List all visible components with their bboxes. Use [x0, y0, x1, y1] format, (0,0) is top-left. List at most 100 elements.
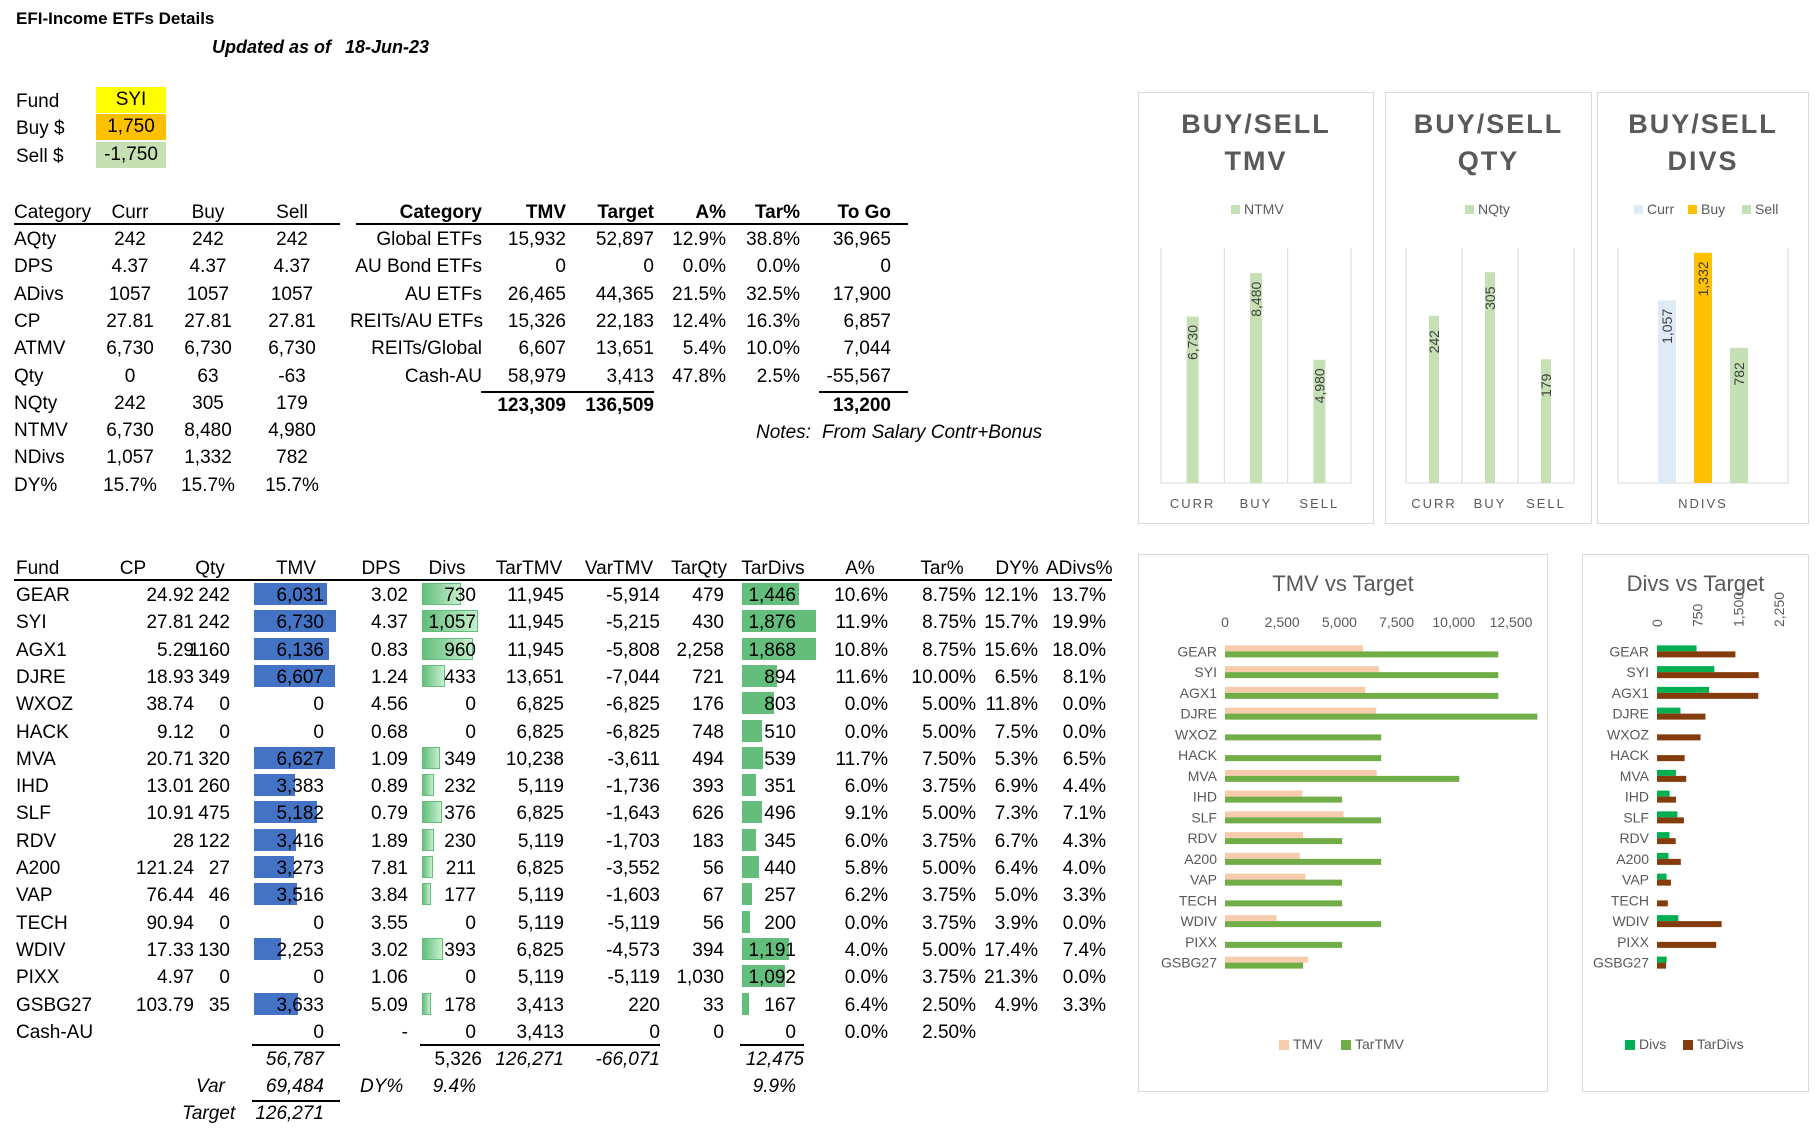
tmv-data-bar [254, 856, 294, 878]
fund-cell-cp: 9.12 [157, 721, 194, 743]
bar-tardivs [1657, 692, 1759, 699]
legend-label: Buy [1701, 201, 1725, 217]
tmv-data-bar [254, 992, 298, 1015]
target-label: Target [182, 1103, 236, 1124]
sheet-title: EFI-Income ETFs Details [16, 9, 215, 28]
legend-swatch [1742, 205, 1751, 214]
calc-cell: 1057 [108, 283, 152, 305]
tardivs-data-bar [742, 828, 756, 851]
category-header-2: Target [597, 202, 654, 223]
category-cell: 47.8% [672, 365, 726, 387]
bar-tardivs [1657, 755, 1685, 762]
fund-cell-adivs: 7.4% [1062, 939, 1106, 961]
chart-buysell-divs[interactable]: BUY/SELL DIVS Curr Buy Sell 1,057 1,332 782 NDIV… [1597, 92, 1809, 524]
tardivs-data-bar [742, 992, 749, 1015]
fund-cell-qty: 242 [198, 612, 230, 634]
fund-cell-a: 0.0% [844, 721, 888, 743]
tardivs-data-bar [742, 610, 816, 633]
fund-cell-tarqty: 393 [692, 776, 724, 798]
fund-header-3: TMV [275, 558, 317, 579]
fund-cell-vartmv: -1,603 [606, 885, 660, 907]
bar-tmv [1225, 769, 1377, 776]
chart-buysell-qty[interactable]: BUY/SELL QTY NQty 242 CURR 305 BUY 179 SELL [1385, 92, 1592, 524]
buy-input[interactable]: 1,750 [96, 114, 166, 140]
bar-sell-ndivs [1730, 347, 1748, 483]
tardivs-data-bar [742, 637, 816, 660]
fund-cell-adivs: 3.3% [1062, 885, 1106, 907]
fund-cell-dy: 6.5% [994, 666, 1038, 688]
chart-tmv-vs-target[interactable]: TMV vs Target 0 2,500 5,000 7,500 10,000 12,50… [1138, 554, 1548, 1092]
fund-header-6: TarTMV [495, 558, 563, 579]
bar-data-label: 179 [1538, 373, 1554, 397]
fund-header-1: CP [119, 558, 147, 579]
fund-cell-dps: 1.89 [371, 830, 408, 852]
legend-label: TMV [1293, 1036, 1323, 1052]
fund-cell-tmv: 2,253 [276, 939, 324, 961]
bar-divs [1657, 852, 1669, 859]
fund-cell-a: 11.6% [835, 666, 888, 688]
legend-swatch [1683, 1040, 1693, 1050]
fund-cell-tar: 5.00% [922, 939, 976, 961]
fund-cell-vartmv: -3,611 [607, 748, 660, 770]
chart-buysell-tmv[interactable]: BUY/SELL TMV NTMV 6,730 CURR 8,480 BUY 4,980 SEL… [1138, 92, 1374, 524]
bar-tartmv [1225, 651, 1499, 658]
category-cell: 12.4% [672, 310, 726, 332]
fund-cell-tar: 5.00% [922, 803, 976, 825]
fund-cell-tardivs: 894 [764, 666, 796, 688]
bar-tartmv [1225, 734, 1382, 741]
fund-cell-divs: 349 [444, 748, 476, 770]
fund-row-label: WXOZ [16, 694, 73, 716]
fund-cell-dy: 6.7% [994, 830, 1038, 852]
notes-label: Notes: [756, 422, 811, 443]
bar-tmv [1225, 645, 1363, 652]
fund-cell-divs: 960 [444, 639, 476, 661]
fund-cell-vartmv: -3,552 [606, 858, 660, 879]
fund-total-line-tardivs [740, 1044, 804, 1046]
bar-data-label: 305 [1482, 286, 1498, 310]
y-category-label: WDIV [1180, 913, 1217, 929]
bar-tardivs [1657, 962, 1667, 969]
fund-cell-tardivs: 1,092 [748, 967, 796, 989]
category-cell: 22,183 [595, 310, 654, 332]
fund-cell-a: 6.2% [844, 885, 888, 907]
fund-cell-dy: 15.7% [984, 612, 1038, 634]
fund-cell-adivs: 0.0% [1062, 912, 1106, 934]
fund-cell-cp: 121.24 [135, 858, 194, 879]
fund-cell-tmv: 3,416 [276, 830, 324, 852]
fund-cell-dps: 4.37 [371, 612, 408, 634]
y-category-label: PIXX [1617, 934, 1650, 950]
bar-tardivs [1657, 838, 1676, 845]
category-cell: 58,979 [507, 365, 566, 387]
chart-divs-vs-target[interactable]: Divs vs Target 0 750 1,500 2,250 GEAR SYI AGX1 D… [1582, 554, 1809, 1092]
fund-cell-tartmv: 6,825 [516, 721, 564, 743]
legend-label: TarTMV [1355, 1036, 1405, 1052]
y-category-label: HACK [1178, 747, 1218, 763]
bar-tartmv [1225, 900, 1343, 907]
y-category-label: TECH [1179, 892, 1217, 908]
y-category-label: AGX1 [1180, 685, 1218, 701]
fund-cell-vartmv: -6,825 [606, 721, 660, 743]
fund-cell-divs: 0 [465, 721, 476, 743]
category-row-label: AU ETFs [404, 283, 482, 305]
fund-select[interactable]: SYI [96, 87, 166, 113]
fund-cell-divs: 232 [444, 776, 476, 798]
fund-cell-vartmv: -6,825 [606, 694, 660, 716]
category-cell: 0 [555, 256, 566, 278]
chart-title: TMV vs Target [1272, 571, 1413, 596]
category-cell: 7,044 [843, 338, 891, 360]
tardivs-data-bar [742, 910, 750, 933]
fund-total-vartmv: -66,071 [595, 1049, 660, 1070]
fund-cell-qty: 122 [198, 830, 230, 852]
bar-tartmv [1225, 941, 1343, 948]
fund-cell-adivs: 3.3% [1062, 994, 1106, 1016]
bar-tartmv [1225, 775, 1460, 782]
fund-cell-adivs: 0.0% [1062, 721, 1106, 743]
fund-cell-tar: 3.75% [922, 830, 976, 852]
y-category-label: MVA [1188, 768, 1218, 784]
y-category-label: WDIV [1612, 913, 1649, 929]
category-cell: 15,932 [507, 229, 566, 250]
sell-input[interactable]: -1,750 [96, 142, 166, 168]
category-header-4: Tar% [754, 202, 800, 223]
category-cell: 44,365 [595, 283, 654, 305]
chart-tmv-vs-target-svg: TMV vs Target 0 2,500 5,000 7,500 10,000 12,50… [1161, 571, 1538, 1052]
